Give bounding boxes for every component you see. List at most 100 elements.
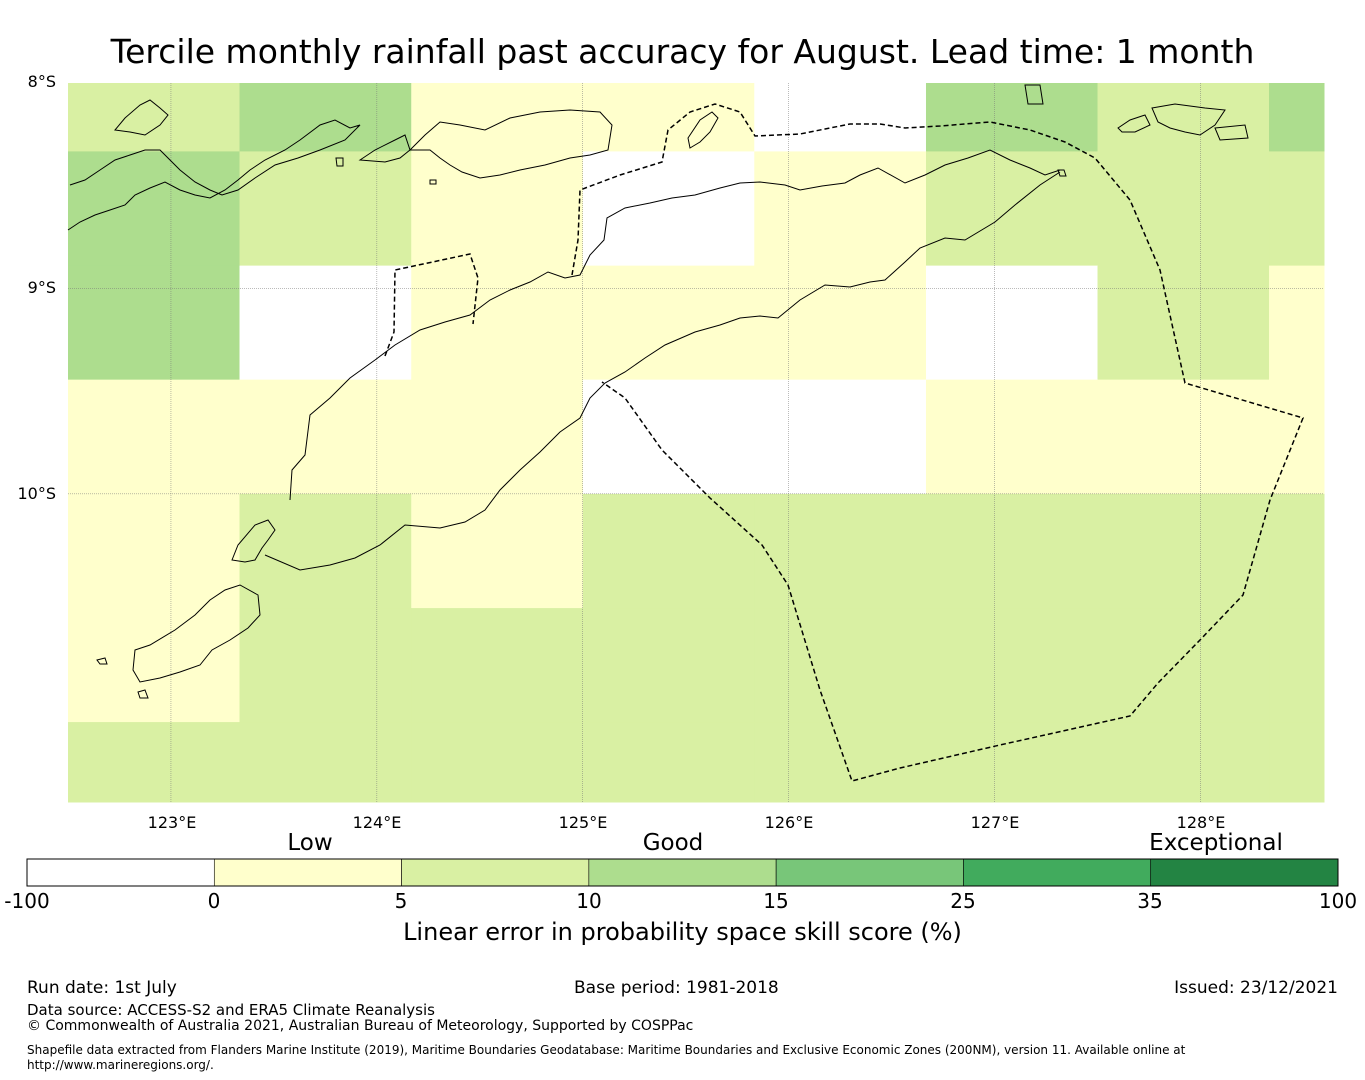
data-source: Data source: ACCESS-S2 and ERA5 Climate …: [27, 1001, 435, 1019]
skill-cell: [754, 83, 927, 152]
lakor-coast: [1214, 124, 1249, 141]
skill-cell: [582, 379, 755, 495]
skill-cell: [239, 493, 412, 609]
map-title: Tercile monthly rainfall past accuracy f…: [110, 32, 1255, 71]
atauro-coast: [687, 111, 719, 149]
colorbar-tick: 35: [1137, 889, 1163, 913]
colorbar-tick: 15: [763, 889, 789, 913]
base-period: Base period: 1981-2018: [574, 978, 779, 998]
skill-cell: [925, 493, 1099, 609]
skill-cell: [1269, 493, 1325, 609]
skill-cell: [1097, 493, 1270, 609]
skill-cell: [411, 722, 584, 803]
skill-cell: [582, 608, 755, 723]
skill-cell: [68, 493, 241, 609]
skill-cell: [239, 265, 412, 381]
run-date: Run date: 1st July: [27, 978, 177, 998]
skill-cell: [1097, 608, 1270, 723]
skill-cell: [68, 151, 241, 267]
skill-cell: [754, 265, 927, 381]
shapefile-credit: Shapefile data extracted from Flanders M…: [27, 1043, 1186, 1057]
colorbar-segment: [26, 858, 215, 887]
lat-label-9s: 9°S: [27, 278, 56, 297]
skill-cell: [1269, 379, 1325, 495]
skill-cell: [754, 379, 927, 495]
lon-label-126e: 126°E: [764, 813, 814, 832]
alor-coast: [114, 99, 169, 136]
colorbar-segment: [401, 858, 590, 887]
rote-island: [231, 519, 276, 563]
colorbar-frame: [26, 858, 1339, 887]
skill-cell: [68, 722, 241, 803]
skill-cell: [754, 722, 927, 803]
colorbar-label: Linear error in probability space skill …: [403, 918, 962, 946]
skill-cell: [411, 83, 584, 152]
timor-south-coast: [264, 171, 1061, 571]
skill-cell: [411, 608, 584, 723]
skill-cell: [582, 151, 755, 267]
lon-label-128e: 128°E: [1176, 813, 1226, 832]
colorbar-segment: [963, 858, 1152, 887]
skill-cell: [239, 608, 412, 723]
skill-cell: [754, 608, 927, 723]
savu-coast: [132, 584, 261, 683]
skill-cell: [68, 608, 241, 723]
skill-cell: [1097, 379, 1270, 495]
timor-leste-eez-north: [571, 103, 1305, 782]
skill-cell: [1269, 151, 1325, 267]
timor-north-coast: [289, 149, 1061, 501]
graticule: [68, 83, 1324, 802]
skill-cell: [1269, 608, 1325, 723]
skill-cell: [239, 83, 412, 152]
colorbar-tick: 100: [1318, 889, 1358, 913]
skill-cell: [754, 493, 927, 609]
skill-cell: [925, 379, 1099, 495]
pantar-coast: [358, 134, 411, 163]
skill-cell: [582, 722, 755, 803]
skill-cell: [411, 265, 584, 381]
skill-cell: [1269, 722, 1325, 803]
islet-2: [137, 689, 149, 699]
skill-cell: [1269, 265, 1325, 381]
issued-date: Issued: 23/12/2021: [1174, 978, 1338, 998]
category-low: Low: [287, 830, 333, 856]
colorbar-segment: [775, 858, 964, 887]
skill-cell: [239, 151, 412, 267]
skill-cell: [925, 83, 1099, 152]
skill-cell: [754, 151, 927, 267]
lon-label-123e: 123°E: [147, 813, 197, 832]
skill-cell: [1097, 83, 1270, 152]
skill-cell: [925, 151, 1099, 267]
maritime-boundaries: [384, 103, 1305, 782]
islet-4: [429, 179, 437, 185]
category-exceptional: Exceptional: [1149, 830, 1283, 856]
skill-cell: [239, 722, 412, 803]
islet-3: [335, 157, 344, 167]
skill-cell: [925, 265, 1099, 381]
skill-cell: [925, 608, 1099, 723]
colorbar-segment: [1150, 858, 1339, 887]
colorbar-tick: 25: [950, 889, 976, 913]
lon-label-124e: 124°E: [352, 813, 402, 832]
colorbar-segment: [213, 858, 402, 887]
islet-5: [1057, 169, 1067, 177]
colorbar-tick: 0: [207, 889, 221, 913]
lon-label-125e: 125°E: [558, 813, 608, 832]
flores-east-coast: [67, 119, 361, 231]
lat-label-10s: 10°S: [17, 484, 56, 503]
skill-cell: [1097, 722, 1270, 803]
shapefile-url: http://www.marineregions.org/.: [27, 1058, 214, 1072]
colorbar-segment: [588, 858, 777, 887]
skill-cell: [68, 265, 241, 381]
skill-cell: [1097, 151, 1270, 267]
islet-1: [96, 657, 108, 665]
skill-cell: [411, 151, 584, 267]
wetar-coast: [408, 109, 613, 179]
skill-cell: [582, 83, 755, 152]
skill-cell: [925, 722, 1099, 803]
copyright-notice: © Commonwealth of Australia 2021, Austra…: [27, 1018, 694, 1034]
category-good: Good: [642, 830, 704, 856]
colorbar-tick: -100: [4, 889, 50, 913]
